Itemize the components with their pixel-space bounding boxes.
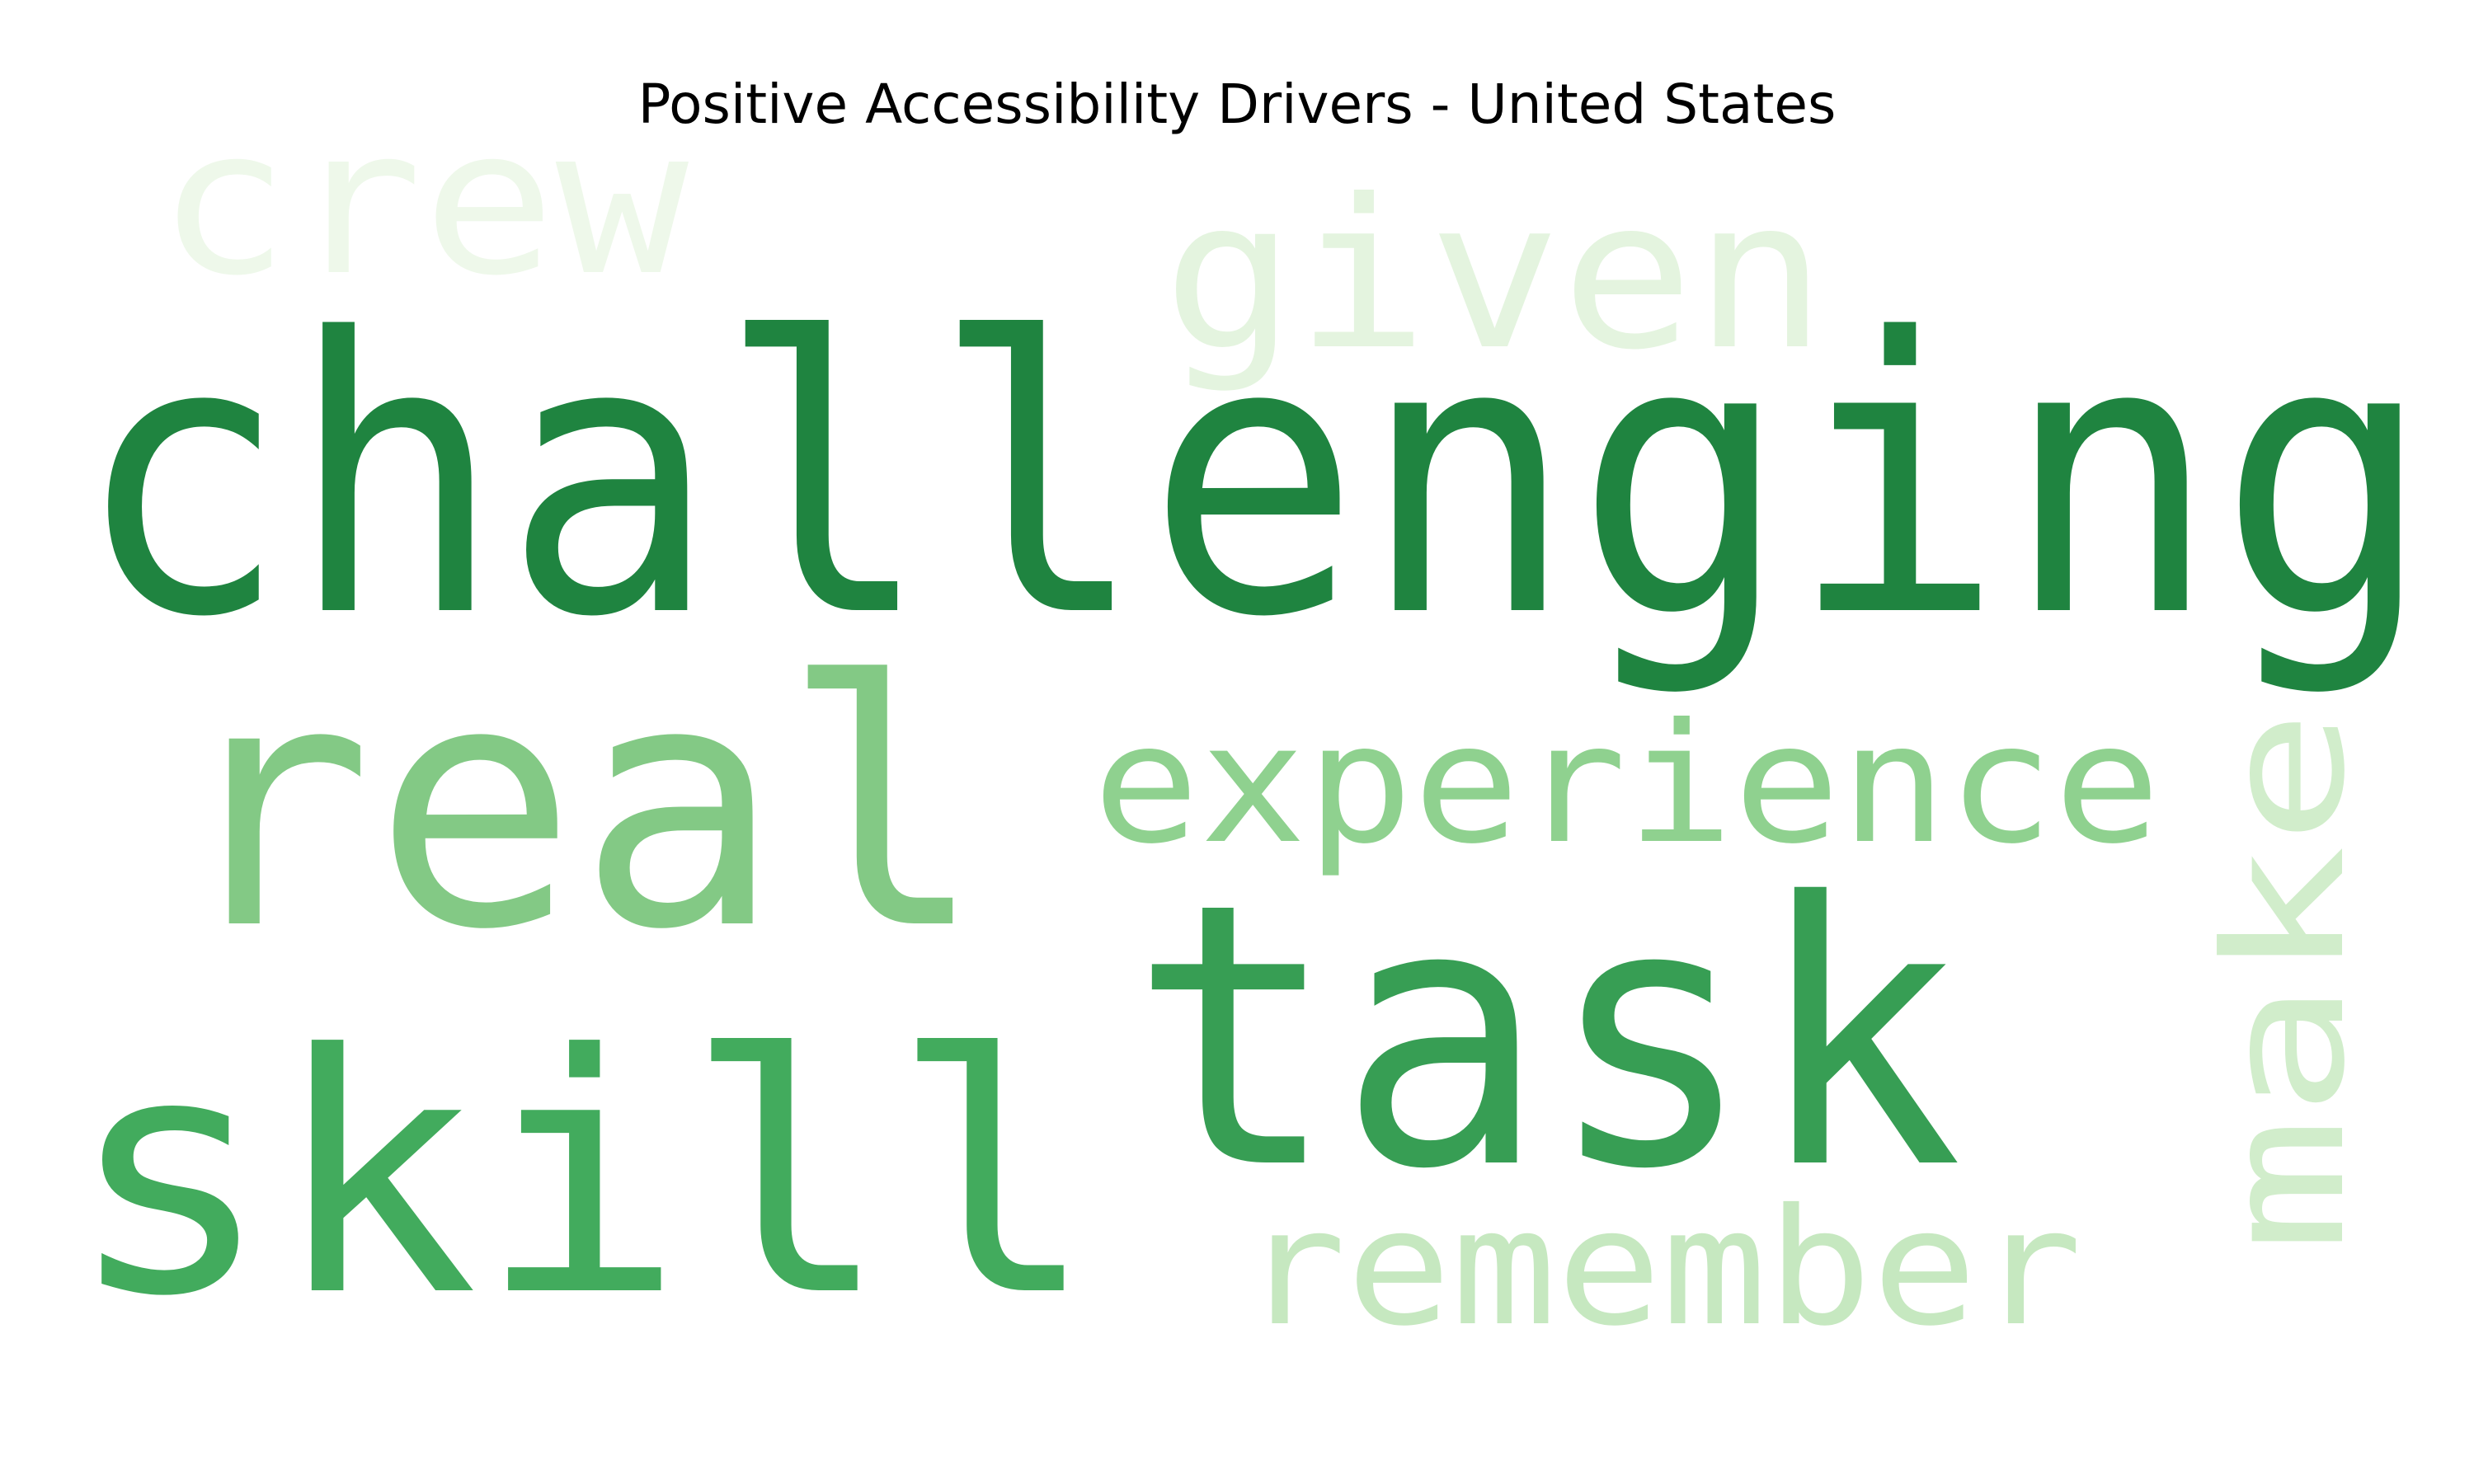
word-remember: remember (1241, 1174, 2082, 1361)
word-given: given (1163, 155, 1827, 395)
chart-title: Positive Accessibility Drivers - United … (637, 73, 1837, 136)
word-challenging: challenging (74, 259, 2433, 700)
word-skill: skill (66, 985, 1097, 1369)
word-crew: crew (157, 85, 689, 320)
word-task: task (1130, 826, 1963, 1248)
word-real: real (169, 609, 985, 1003)
word-experience: experience (1093, 688, 2161, 881)
word-make: make (2189, 709, 2382, 1253)
